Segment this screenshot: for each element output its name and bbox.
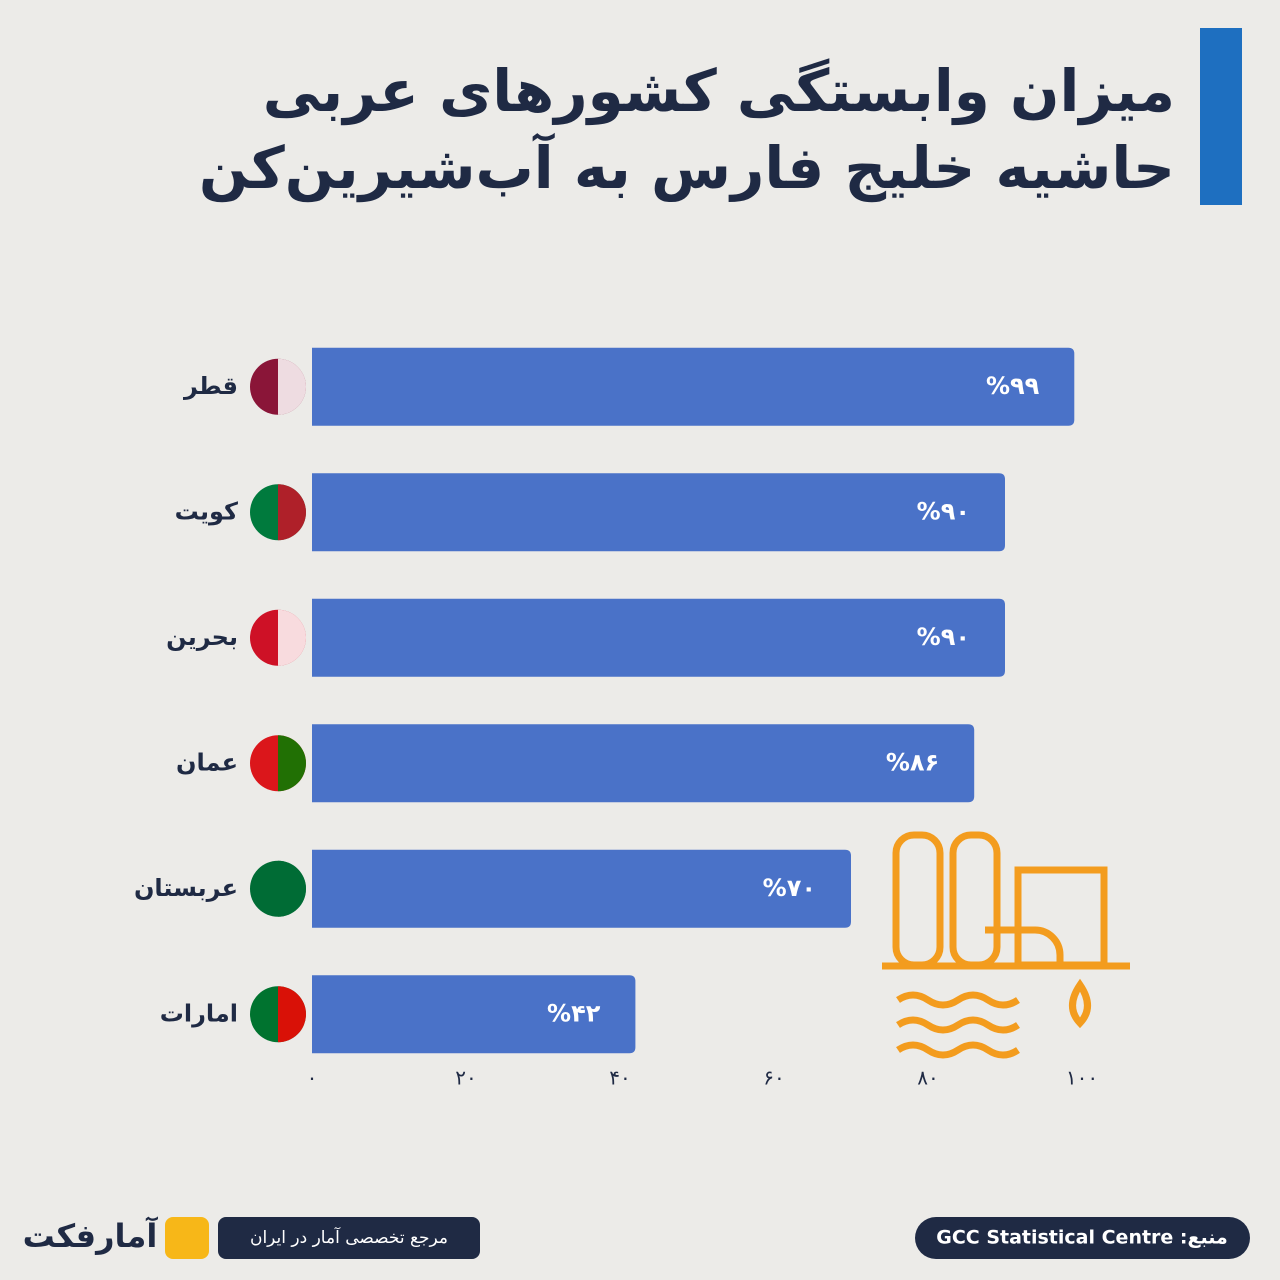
brand-icon bbox=[165, 1217, 209, 1259]
bar bbox=[312, 724, 975, 803]
x-tick-label: ۲۰ bbox=[455, 1066, 476, 1090]
flag bbox=[278, 358, 306, 415]
value-label: %۴۲ bbox=[547, 999, 601, 1027]
x-tick-label: ۸۰ bbox=[917, 1066, 938, 1090]
flag bbox=[278, 986, 306, 1043]
value-label: %۷۰ bbox=[763, 874, 816, 902]
bar bbox=[312, 473, 1005, 552]
y-tick-label: عربستان bbox=[134, 874, 238, 902]
flag bbox=[278, 484, 306, 541]
y-tick-label: قطر bbox=[183, 372, 238, 400]
brand: آمارفکت bbox=[23, 1216, 159, 1255]
bar bbox=[312, 347, 1075, 426]
title-accent bbox=[1200, 28, 1242, 205]
bar bbox=[312, 975, 636, 1054]
desalination-icon bbox=[882, 831, 1130, 1059]
source-pill bbox=[915, 1217, 1250, 1259]
x-tick-label: ۰ bbox=[307, 1066, 318, 1090]
chart-title: میزان وابستگی کشورهای عربی bbox=[263, 57, 1175, 126]
tagline: مرجع تخصصی آمار در ایران bbox=[250, 1226, 448, 1248]
bar bbox=[312, 849, 851, 928]
tagline-pill bbox=[218, 1217, 480, 1259]
flag bbox=[278, 609, 306, 666]
flag bbox=[278, 735, 306, 792]
source: منبع: GCC Statistical Centre bbox=[936, 1227, 1228, 1249]
y-tick-label: عمان bbox=[176, 748, 238, 776]
chart-title: حاشیه خلیج فارس به آب‌شیرین‌کن bbox=[199, 132, 1175, 203]
value-label: %۹۰ bbox=[917, 623, 970, 651]
y-tick-label: امارات bbox=[160, 999, 238, 1027]
x-tick-label: ۴۰ bbox=[609, 1066, 630, 1090]
x-tick-label: ۶۰ bbox=[763, 1066, 784, 1090]
bar bbox=[312, 598, 1005, 677]
x-tick-label: ۱۰۰ bbox=[1066, 1066, 1098, 1090]
value-label: %۸۶ bbox=[886, 748, 939, 776]
value-label: %۹۰ bbox=[917, 497, 970, 525]
flag bbox=[278, 860, 306, 917]
value-label: %۹۹ bbox=[986, 372, 1040, 400]
y-tick-label: بحرین bbox=[166, 623, 238, 651]
y-tick-label: کویت bbox=[175, 497, 238, 525]
